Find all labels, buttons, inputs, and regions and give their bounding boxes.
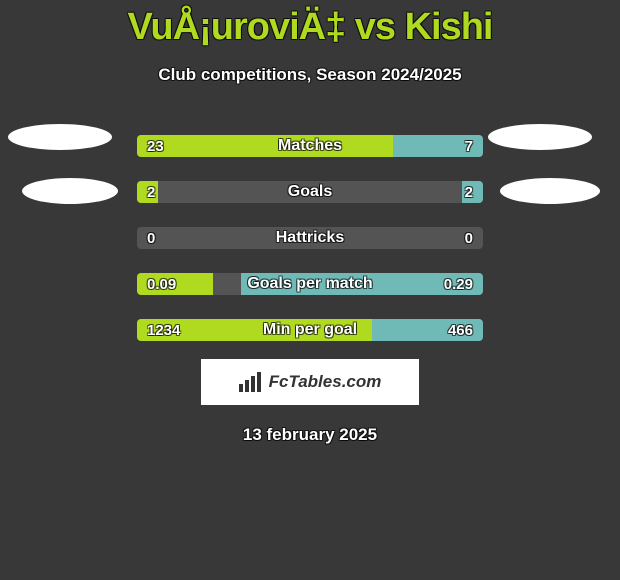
comparison-card: VuÅ¡uroviÄ‡ vs Kishi Club competitions, … xyxy=(0,0,620,580)
page-subtitle: Club competitions, Season 2024/2025 xyxy=(0,65,620,85)
side-ellipse xyxy=(8,124,112,150)
stat-row: 1234466Min per goal xyxy=(137,319,483,341)
logo-text: FcTables.com xyxy=(269,372,382,392)
side-ellipse xyxy=(488,124,592,150)
stat-row: 0.090.29Goals per match xyxy=(137,273,483,295)
stats-block: 237Matches 22Goals 00Hattricks 0.090.29Goal… xyxy=(137,135,483,341)
stat-row: 22Goals xyxy=(137,181,483,203)
side-ellipse xyxy=(500,178,600,204)
row-label: Matches xyxy=(137,135,483,157)
page-title: VuÅ¡uroviÄ‡ vs Kishi xyxy=(0,0,620,49)
stat-row: 00Hattricks xyxy=(137,227,483,249)
chart-icon xyxy=(239,372,263,392)
source-logo: FcTables.com xyxy=(201,359,419,405)
side-ellipse xyxy=(22,178,118,204)
row-label: Min per goal xyxy=(137,319,483,341)
date-text: 13 february 2025 xyxy=(0,425,620,445)
row-label: Goals xyxy=(137,181,483,203)
row-label: Goals per match xyxy=(137,273,483,295)
stat-row: 237Matches xyxy=(137,135,483,157)
row-label: Hattricks xyxy=(137,227,483,249)
